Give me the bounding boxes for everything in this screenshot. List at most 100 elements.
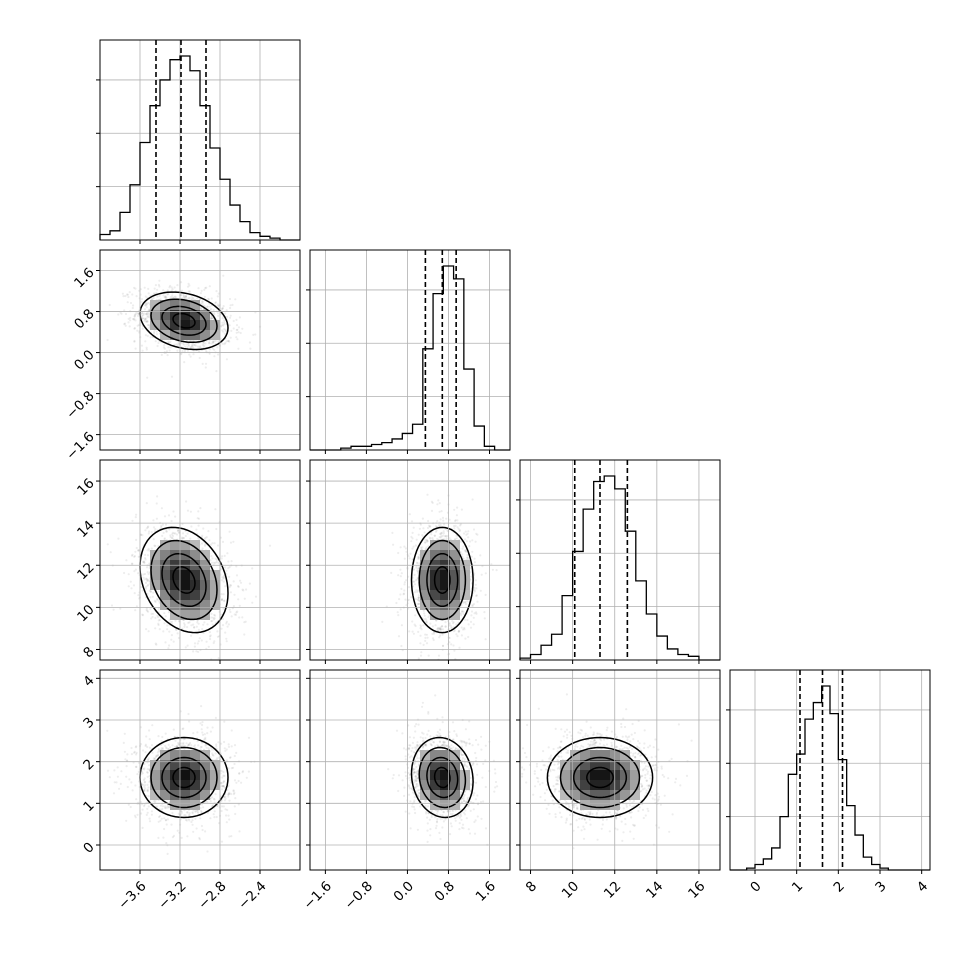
sample-point [155,754,158,758]
sample-point [221,555,224,558]
sample-point [464,538,467,541]
sample-point [173,735,176,738]
sample-point [216,544,220,547]
density-cell [450,600,460,610]
sample-point [431,501,434,504]
sample-point [416,598,419,601]
sample-point [249,347,252,350]
density-cell [210,320,220,330]
sample-point [444,621,447,624]
sample-point [136,329,139,332]
sample-point [437,627,440,630]
sample-point [146,771,149,774]
sample-point [237,326,241,329]
sample-point [144,557,147,560]
sample-point [464,601,467,604]
sample-point [434,624,437,627]
sample-point [119,607,122,610]
sample-point [439,532,442,535]
sample-point [437,499,440,502]
sample-point [491,568,494,571]
pair-content [106,274,262,379]
sample-point [165,350,169,353]
sample-point [436,626,439,630]
sample-point [415,565,418,568]
sample-point [146,771,149,774]
sample-point [153,800,156,803]
sample-point [228,565,231,569]
sample-point [235,565,238,568]
sample-point [211,557,214,560]
sample-point [473,588,476,591]
sample-point [220,579,224,582]
sample-point [152,526,156,529]
density-cell [190,590,200,600]
sample-point [402,593,405,596]
sample-point [201,731,204,734]
sample-point [193,645,196,648]
sample-point [411,531,414,535]
sample-point [417,657,420,660]
sample-point [180,341,183,345]
sample-point [417,596,420,600]
sample-point [207,530,210,533]
sample-point [154,627,157,630]
sample-point [454,519,457,523]
sample-point [169,340,172,343]
sample-point [125,293,129,296]
sample-point [208,539,211,542]
sample-point [223,799,226,802]
sample-point [129,580,132,583]
sample-point [229,304,232,307]
sample-point [419,634,422,637]
sample-point [150,612,153,616]
sample-point [428,614,431,617]
sample-point [164,806,167,809]
sample-point [146,579,149,583]
sample-point [153,757,157,760]
sample-point [425,619,428,622]
sample-point [459,550,462,554]
sample-point [183,361,186,364]
sample-point [134,287,137,290]
sample-point [206,800,209,803]
sample-point [242,589,245,592]
sample-point [462,601,465,605]
sample-point [473,590,476,593]
sample-point [156,495,159,498]
sample-point [208,631,211,634]
sample-point [441,625,444,628]
sample-point [221,597,224,601]
sample-point [192,650,195,653]
sample-point [146,316,149,319]
sample-point [188,812,191,815]
sample-point [144,303,147,307]
sample-point [190,525,193,528]
sample-point [225,340,228,343]
sample-point [180,281,183,284]
sample-point [167,806,171,809]
density-cell [190,570,200,580]
density-cell [180,590,190,600]
sample-point [145,735,148,738]
sample-point [444,625,447,628]
sample-point [146,610,150,613]
sample-point [425,539,428,542]
sample-point [420,628,423,631]
sample-point [145,502,148,505]
sample-point [137,594,140,597]
sample-point [467,635,470,639]
density-cell [430,610,440,620]
sample-point [221,781,224,784]
sample-point [141,349,144,352]
sample-point [399,546,402,549]
sample-point [165,296,168,299]
sample-point [192,346,195,350]
sample-point [171,537,174,540]
sample-point [214,339,217,342]
sample-point [203,733,206,736]
sample-point [424,636,427,640]
sample-point [199,346,202,349]
sample-point [145,628,148,631]
